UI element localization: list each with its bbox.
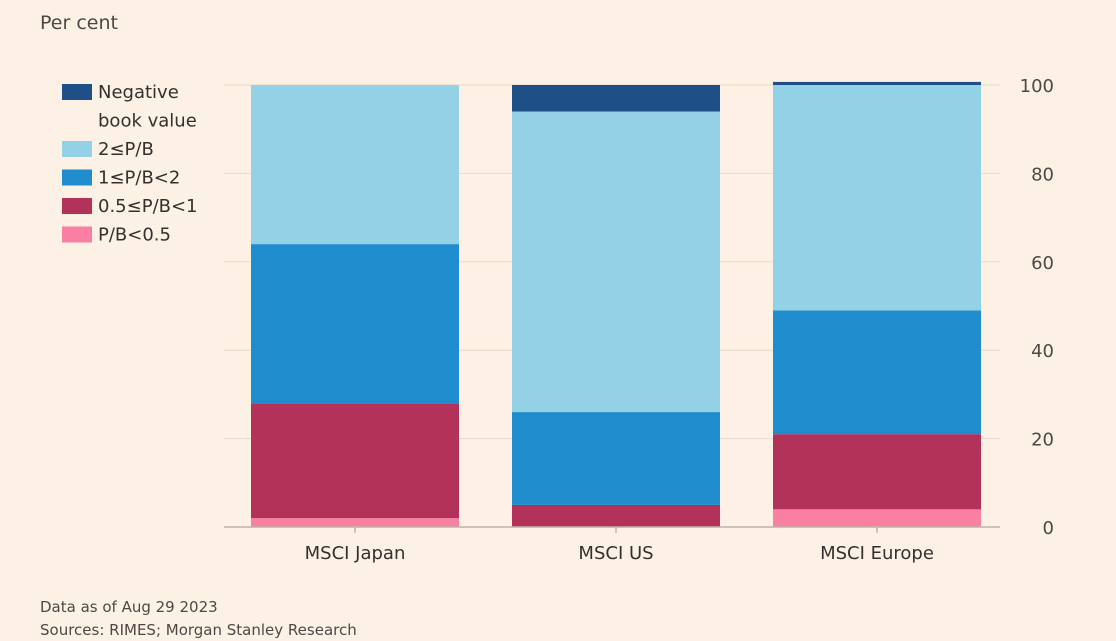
unit-label: Per cent — [40, 12, 118, 34]
bars — [251, 81, 981, 527]
bar-msci-japan-0-5-p-b-1 — [251, 403, 459, 519]
y-tick-label-0: 0 — [1043, 518, 1054, 539]
bar-msci-europe-p-b-0-5 — [773, 509, 981, 527]
bar-msci-europe-negative-book-value — [773, 81, 981, 85]
legend-label-0-5-p-b-1: 0.5≤P/B<1 — [98, 196, 198, 217]
bar-msci-us-2-p-b — [512, 111, 720, 413]
bar-msci-us-1-p-b-2 — [512, 412, 720, 505]
y-tick-label-40: 40 — [1031, 341, 1054, 362]
bar-msci-europe-1-p-b-2 — [773, 310, 981, 435]
y-tick-label-20: 20 — [1031, 430, 1054, 451]
y-tick-label-80: 80 — [1031, 164, 1054, 185]
legend-label-negative-book-value-line2: book value — [98, 111, 197, 132]
legend-label-1-p-b-2: 1≤P/B<2 — [98, 168, 180, 189]
legend-label-2-p-b: 2≤P/B — [98, 139, 154, 160]
bar-msci-japan-2-p-b — [251, 85, 459, 245]
bar-msci-europe-0-5-p-b-1 — [773, 434, 981, 510]
x-tick-label-msci-us: MSCI US — [578, 543, 653, 564]
bar-msci-us-negative-book-value — [512, 85, 720, 112]
y-tick-label-60: 60 — [1031, 253, 1054, 274]
legend-swatch-negative-book-value — [62, 84, 92, 100]
legend: Negative book value 2≤P/B 1≤P/B<2 0.5≤P/B<1 P… — [62, 82, 198, 246]
legend-swatch-1-p-b-2 — [62, 169, 92, 186]
y-tick-label-100: 100 — [1020, 76, 1054, 97]
bar-msci-europe-2-p-b — [773, 85, 981, 311]
x-tick-label-msci-europe: MSCI Europe — [820, 543, 934, 564]
data-date-note: Data as of Aug 29 2023 — [40, 598, 218, 616]
legend-swatch-p-b-0-5 — [62, 226, 92, 243]
legend-swatch-0-5-p-b-1 — [62, 198, 92, 214]
bar-msci-us-0-5-p-b-1 — [512, 504, 720, 527]
sources-note: Sources: RIMES; Morgan Stanley Research — [40, 621, 357, 639]
legend-label-p-b-0-5: P/B<0.5 — [98, 225, 171, 246]
x-tick-label-msci-japan: MSCI Japan — [305, 543, 406, 564]
legend-label-negative-book-value: Negative — [98, 82, 179, 103]
bar-msci-japan-1-p-b-2 — [251, 244, 459, 404]
legend-swatch-2-p-b — [62, 141, 92, 157]
bar-msci-japan-p-b-0-5 — [251, 518, 459, 527]
axes: 0 20 40 60 80 100 MSCI Japan MSCI US MSCI Europe — [224, 76, 1054, 564]
